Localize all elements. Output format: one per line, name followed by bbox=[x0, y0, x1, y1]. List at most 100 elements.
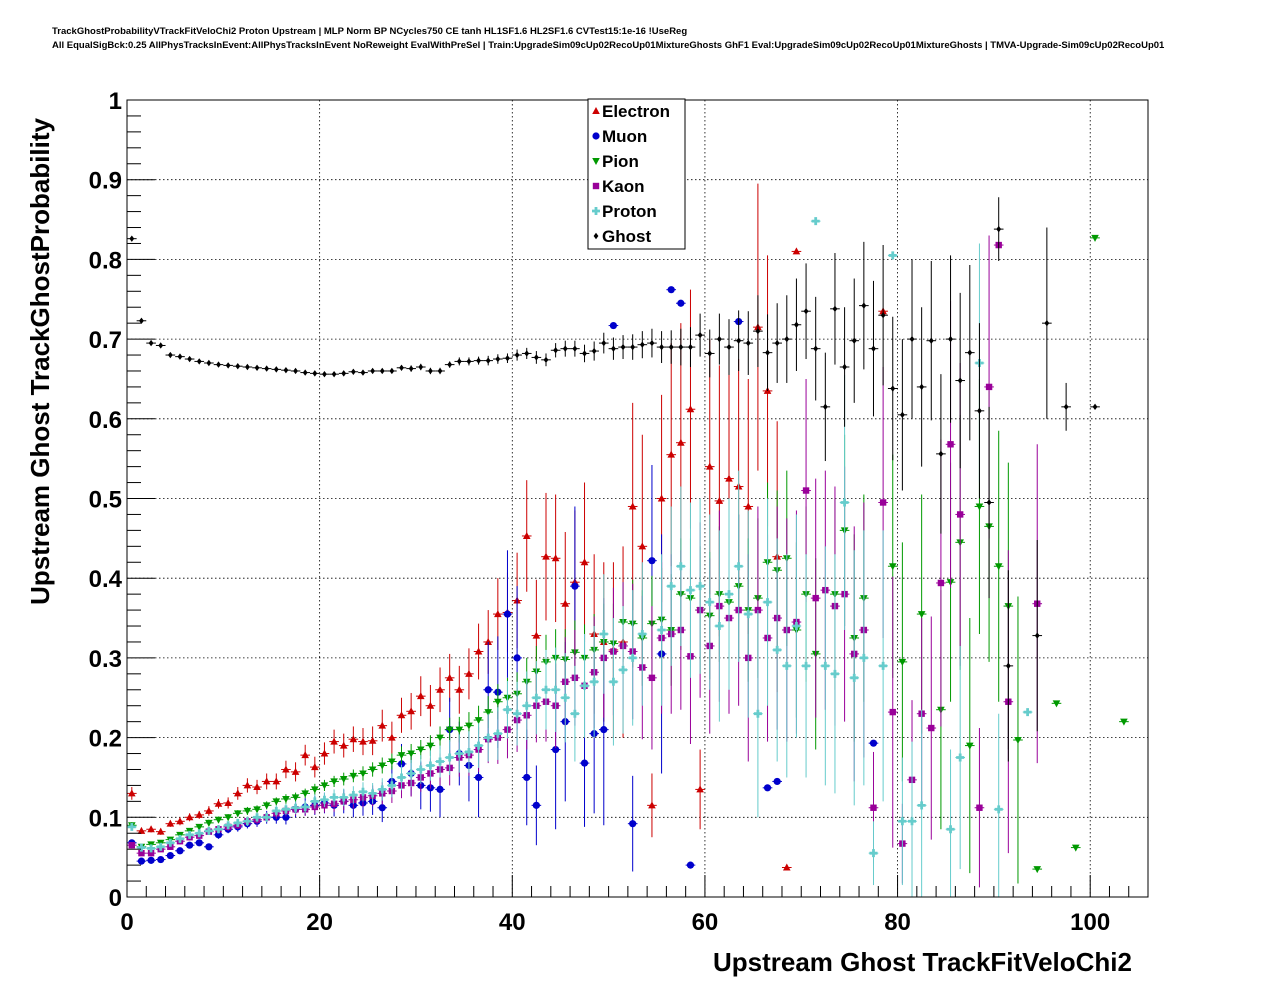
data-point bbox=[755, 327, 761, 335]
legend-marker-electron bbox=[592, 107, 600, 114]
data-point bbox=[638, 542, 647, 550]
data-point bbox=[601, 339, 607, 347]
data-point bbox=[879, 499, 887, 506]
data-point bbox=[648, 557, 656, 565]
data-point bbox=[994, 563, 1003, 571]
legend-label-kaon: Kaon bbox=[602, 177, 645, 196]
data-point bbox=[387, 781, 396, 790]
data-point bbox=[195, 829, 204, 838]
data-point bbox=[339, 793, 348, 802]
data-point bbox=[763, 784, 772, 792]
data-point bbox=[552, 745, 560, 754]
data-point bbox=[1023, 708, 1032, 717]
data-point bbox=[494, 698, 502, 706]
data-point bbox=[532, 801, 540, 809]
x-tick-label: 20 bbox=[306, 909, 333, 936]
data-point bbox=[485, 357, 491, 364]
data-point bbox=[832, 305, 838, 313]
data-point bbox=[330, 778, 338, 786]
data-point bbox=[311, 786, 319, 794]
data-point bbox=[580, 759, 589, 767]
data-point bbox=[205, 819, 213, 827]
data-point bbox=[1091, 234, 1099, 242]
data-point bbox=[908, 817, 917, 826]
data-point bbox=[474, 647, 483, 655]
data-point bbox=[869, 739, 878, 747]
data-point bbox=[659, 343, 664, 351]
data-point bbox=[1034, 632, 1040, 639]
data-point bbox=[418, 363, 424, 371]
data-point bbox=[360, 369, 366, 376]
data-point bbox=[428, 367, 433, 375]
data-point bbox=[986, 499, 992, 506]
data-point bbox=[522, 531, 531, 539]
data-point bbox=[156, 842, 165, 851]
data-point bbox=[196, 358, 202, 365]
data-point bbox=[379, 367, 385, 375]
data-point bbox=[388, 758, 396, 766]
data-point bbox=[243, 781, 252, 789]
data-point bbox=[138, 849, 145, 857]
data-point bbox=[195, 839, 203, 847]
data-point bbox=[879, 661, 888, 670]
data-point bbox=[851, 337, 857, 344]
data-point bbox=[996, 225, 1002, 233]
data-point bbox=[176, 817, 184, 825]
data-point bbox=[753, 709, 762, 718]
y-tick-label: 0.6 bbox=[89, 407, 122, 434]
data-point bbox=[291, 794, 300, 802]
data-point bbox=[235, 362, 241, 370]
data-point bbox=[456, 358, 462, 365]
data-point bbox=[283, 366, 289, 374]
data-point bbox=[629, 820, 637, 828]
data-point bbox=[1033, 866, 1042, 874]
data-point bbox=[320, 749, 329, 757]
legend: Electron Muon Pion Kaon Proton Ghost bbox=[587, 98, 686, 250]
data-point bbox=[214, 799, 223, 807]
data-point bbox=[147, 844, 156, 853]
data-point bbox=[1063, 403, 1069, 411]
data-point bbox=[214, 816, 223, 824]
data-point bbox=[494, 610, 502, 618]
data-point bbox=[792, 247, 801, 255]
data-point bbox=[898, 817, 907, 826]
data-point bbox=[937, 579, 945, 587]
data-point bbox=[899, 411, 905, 419]
data-point bbox=[447, 361, 453, 368]
axis-ticks bbox=[126, 99, 1149, 898]
data-point bbox=[474, 773, 483, 782]
data-point bbox=[888, 251, 897, 260]
y-tick-label: 0.7 bbox=[89, 327, 122, 354]
data-point bbox=[869, 849, 878, 858]
data-point bbox=[127, 822, 136, 831]
data-point bbox=[551, 554, 560, 562]
data-point bbox=[302, 369, 308, 376]
data-point bbox=[397, 752, 406, 760]
data-point bbox=[233, 789, 242, 797]
data-point bbox=[474, 717, 483, 725]
data-point bbox=[678, 343, 684, 351]
series-electron bbox=[127, 183, 888, 871]
data-point bbox=[293, 367, 298, 375]
data-point bbox=[368, 789, 377, 798]
data-point bbox=[657, 494, 666, 502]
data-point bbox=[330, 793, 339, 802]
data-point bbox=[484, 637, 493, 645]
data-point bbox=[676, 562, 685, 571]
data-point bbox=[495, 355, 501, 363]
data-point bbox=[726, 343, 732, 351]
data-point bbox=[484, 709, 493, 717]
data-point bbox=[281, 805, 290, 814]
data-point bbox=[648, 801, 656, 809]
data-point bbox=[253, 783, 261, 791]
data-point bbox=[639, 341, 645, 348]
data-point bbox=[399, 364, 404, 371]
data-point bbox=[282, 765, 290, 773]
data-point bbox=[763, 598, 772, 607]
data-point bbox=[600, 726, 608, 734]
data-point bbox=[715, 622, 724, 631]
data-point bbox=[205, 806, 213, 814]
data-point bbox=[253, 806, 261, 814]
data-point bbox=[128, 789, 136, 797]
data-point bbox=[628, 502, 637, 510]
